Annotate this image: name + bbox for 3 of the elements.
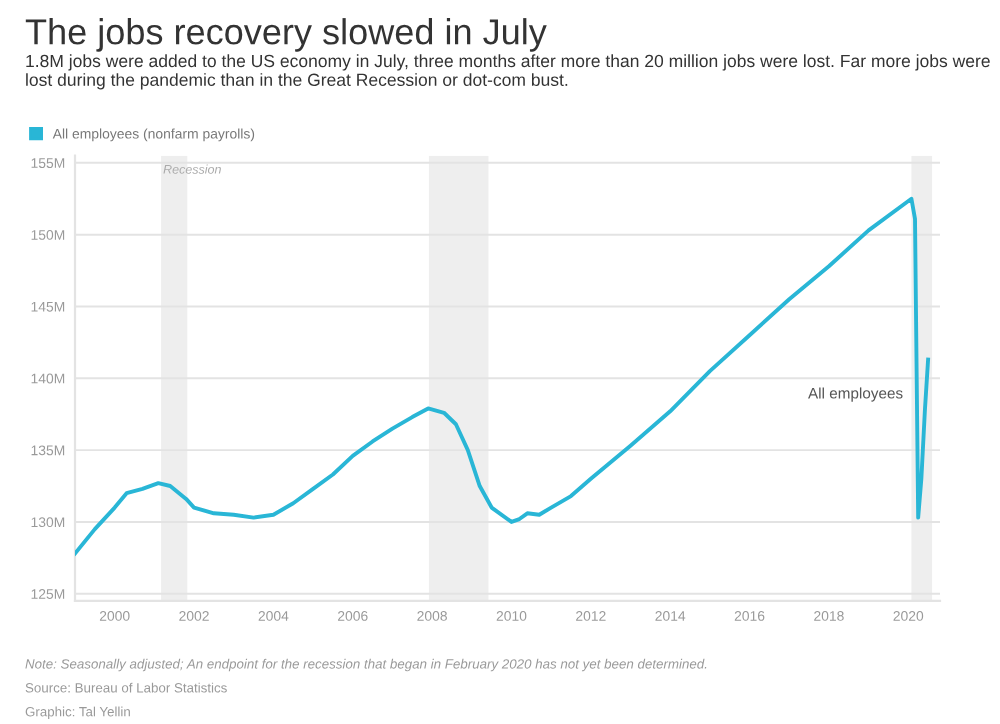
chart-title: The jobs recovery slowed in July (25, 18, 547, 52)
line-series (75, 196, 931, 556)
chart-subtitle: 1.8M jobs were added to the US economy in July, three months after more than 20 million jobs were lost. Far more jobs were lost during the pandemic than in the Great Recession or dot-com bust. (26, 54, 990, 90)
